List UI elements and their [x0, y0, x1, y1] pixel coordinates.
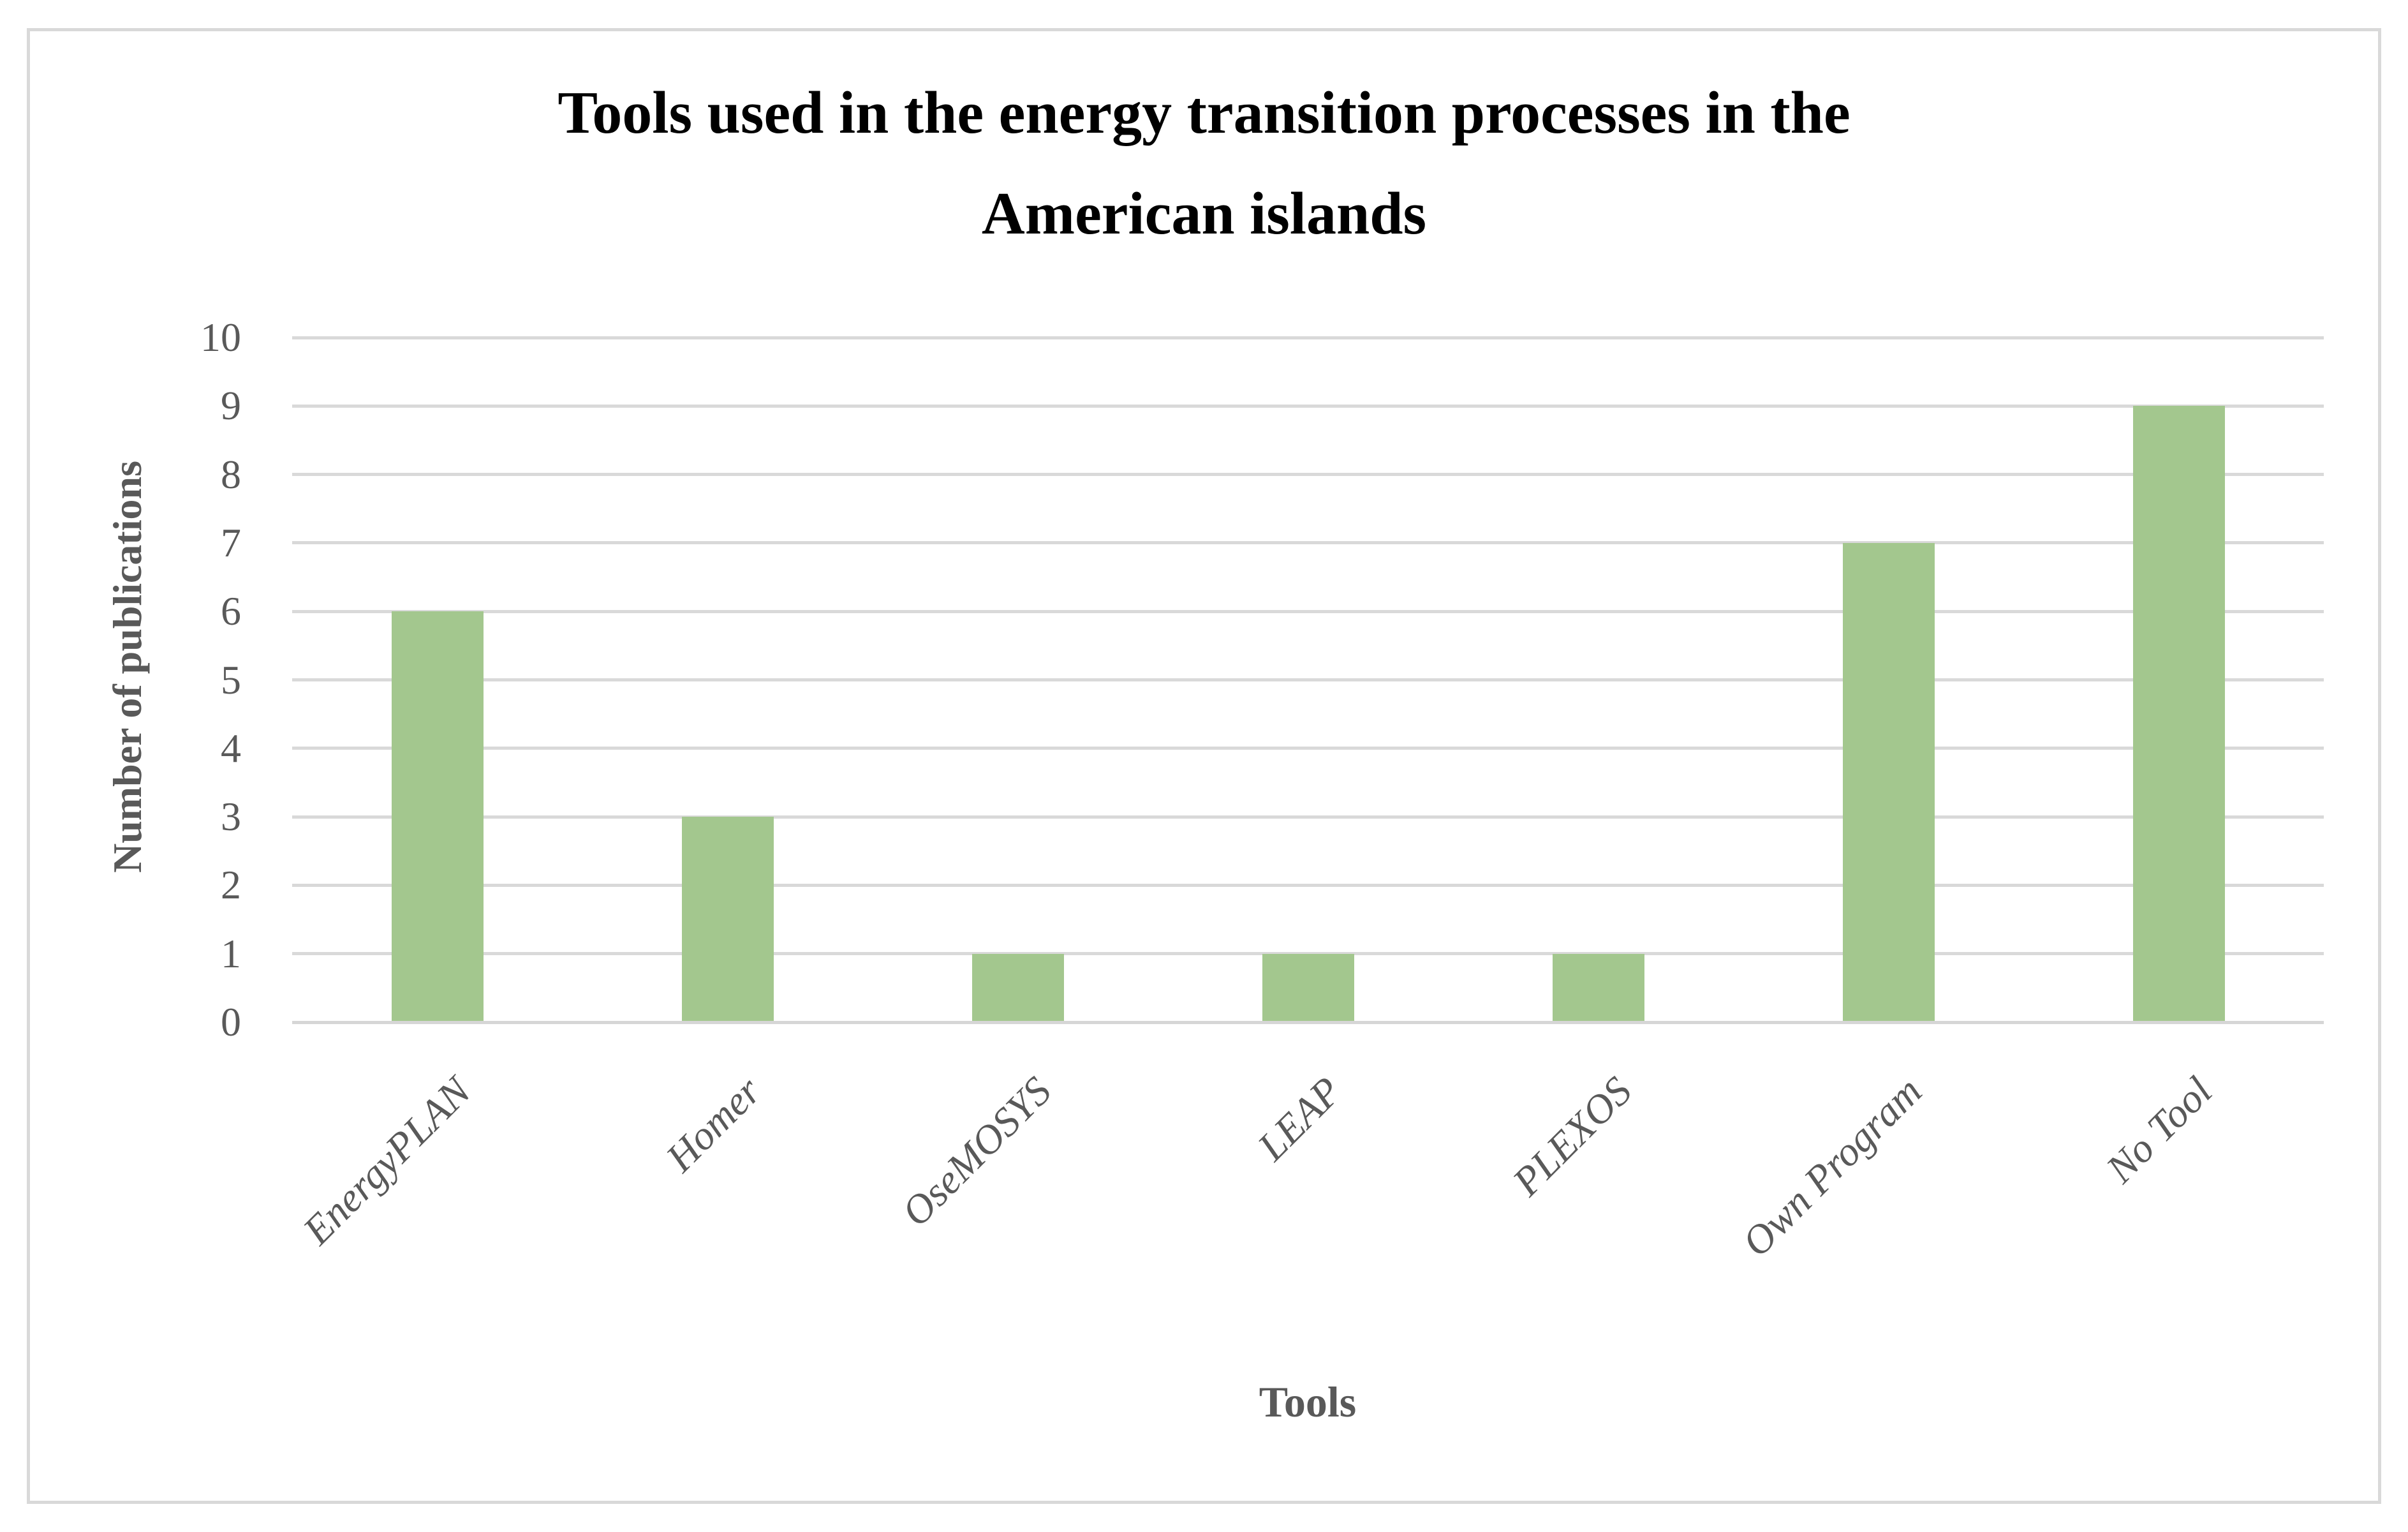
- y-tick-label: 10: [200, 315, 241, 360]
- y-tick-label: 8: [221, 451, 241, 497]
- x-axis-line: [292, 1020, 2324, 1024]
- gridline: [292, 815, 2324, 819]
- y-tick-label: 6: [221, 588, 241, 634]
- y-tick-label: 2: [221, 862, 241, 908]
- bar-energyplan: [391, 611, 484, 1022]
- y-tick-label: 5: [221, 657, 241, 703]
- gridline: [292, 747, 2324, 750]
- gridline: [292, 541, 2324, 545]
- figure-border: [27, 28, 2381, 1504]
- bar-leap: [1262, 953, 1354, 1022]
- bar-no-tool: [2132, 406, 2225, 1022]
- chart-title: Tools used in the energy transition proc…: [0, 63, 2408, 264]
- y-tick-label: 7: [221, 519, 241, 565]
- bar-own-program: [1842, 542, 1935, 1022]
- bar-osemosys: [971, 953, 1064, 1022]
- y-tick-label: 9: [221, 383, 241, 429]
- y-tick-label: 4: [221, 725, 241, 771]
- gridline: [292, 336, 2324, 339]
- gridline: [292, 404, 2324, 408]
- chart-title-line2: American islands: [981, 181, 1427, 247]
- bar-plexos: [1552, 953, 1644, 1022]
- gridline: [292, 473, 2324, 477]
- gridline: [292, 609, 2324, 613]
- gridline: [292, 883, 2324, 887]
- bar-homer: [681, 817, 774, 1022]
- y-tick-label: 0: [221, 999, 241, 1045]
- x-axis-title: Tools: [1259, 1378, 1357, 1426]
- chart-title-line1: Tools used in the energy transition proc…: [558, 80, 1850, 146]
- gridline: [292, 678, 2324, 681]
- y-tick-label: 1: [221, 930, 241, 976]
- y-tick-label: 3: [221, 794, 241, 840]
